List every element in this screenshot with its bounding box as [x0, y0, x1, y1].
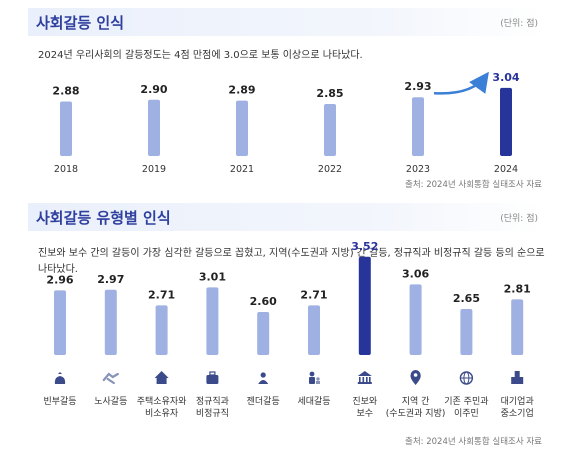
map-pin-icon — [410, 370, 421, 385]
value-label: 2.88 — [52, 84, 79, 97]
value-label: 3.04 — [492, 71, 519, 84]
section-header-conflict-types: 사회갈등 유형별 인식 (단위: 점) — [28, 203, 542, 231]
bar-type-9 — [511, 299, 524, 355]
increase-arrow — [433, 71, 489, 95]
value-label: 2.60 — [250, 295, 277, 308]
category-label: 지역 간 (수도권과 지방) — [385, 397, 446, 419]
description-line: 나타났다. — [38, 264, 78, 275]
value-label: 2.97 — [97, 273, 124, 286]
year-label: 2018 — [54, 164, 78, 175]
year-label: 2024 — [494, 164, 518, 175]
handshake-icon — [102, 372, 119, 385]
year-label: 2021 — [230, 164, 254, 175]
bar-type-8 — [460, 309, 473, 355]
house-icon — [154, 371, 169, 384]
section-description: 진보와 보수 간의 갈등이 가장 심각한 갈등으로 꼽혔고, 지역(수도권과 지… — [38, 246, 545, 278]
bar-type-5 — [308, 305, 320, 355]
bar-type-7 — [409, 284, 422, 355]
globe-icon — [459, 371, 474, 385]
bar-2022 — [324, 104, 336, 156]
category-label: 세대갈등 — [297, 397, 331, 407]
year-label: 2022 — [318, 164, 342, 175]
unit-label: (단위: 점) — [500, 214, 538, 224]
money-bag-icon — [54, 372, 66, 384]
bar-2018 — [60, 101, 72, 156]
section-title: 사회갈등 인식 — [36, 14, 125, 32]
year-label: 2019 — [142, 164, 166, 175]
value-label: 2.96 — [46, 273, 73, 286]
bank-icon — [357, 371, 372, 384]
year-label: 2023 — [406, 164, 430, 175]
section-title: 사회갈등 유형별 인식 — [36, 209, 171, 227]
category-label: 대기업과 중소기업 — [500, 397, 534, 419]
category-label: 기존 주민과 이주민 — [444, 397, 489, 419]
yearly-conflict-chart: 2.88 2018 2.90 2019 2.89 2021 2.85 2022 2.93 2023… — [52, 71, 519, 175]
category-label: 빈부갈등 — [43, 397, 77, 407]
bar-2023 — [412, 97, 424, 156]
value-label: 2.93 — [404, 80, 431, 93]
description-line: 진보와 보수 간의 갈등이 가장 심각한 갈등으로 꼽혔고, 지역(수도권과 지… — [38, 248, 545, 259]
value-label: 2.81 — [504, 282, 531, 295]
category-label: 주택소유자와 비소유자 — [136, 397, 187, 419]
value-label: 2.85 — [316, 87, 343, 100]
section-header-conflict-perception: 사회갈등 인식 (단위: 점) — [28, 8, 542, 36]
category-label: 정규직과 비정규직 — [195, 397, 229, 419]
bar-2019 — [148, 99, 160, 156]
source-note: 출처: 2024년 사회통합 실태조사 자료 — [405, 180, 542, 190]
briefcase-icon — [206, 371, 219, 384]
value-label: 2.71 — [300, 288, 327, 301]
category-label: 노사갈등 — [94, 397, 128, 407]
section-description: 2024년 우리사회의 갈등정도는 4점 만점에 3.0으로 보통 이상으로 나… — [38, 50, 363, 61]
family-icon — [309, 371, 320, 384]
value-label: 2.89 — [228, 84, 255, 97]
value-label: 2.90 — [140, 83, 167, 96]
bar-type-4 — [257, 312, 270, 355]
value-label: 2.71 — [148, 288, 175, 301]
bar-type-3 — [206, 287, 219, 355]
bar-type-1 — [104, 289, 117, 355]
bar-2024 — [500, 87, 512, 156]
unit-label: (단위: 점) — [500, 19, 538, 29]
value-label: 2.65 — [453, 292, 480, 305]
value-label: 3.06 — [402, 267, 429, 280]
bar-type-0 — [54, 290, 66, 355]
person-icon — [258, 372, 269, 384]
bar-type-2 — [155, 305, 168, 355]
category-label: 젠더갈등 — [246, 397, 280, 407]
value-label: 3.52 — [351, 240, 378, 253]
bar-type-6 — [358, 256, 371, 355]
bar-2021 — [236, 100, 248, 156]
source-note: 출처: 2024년 사회통합 실태조사 자료 — [405, 437, 542, 447]
building-icon — [511, 371, 524, 384]
category-label: 진보와 보수 — [352, 397, 378, 419]
value-label: 3.01 — [199, 270, 226, 283]
